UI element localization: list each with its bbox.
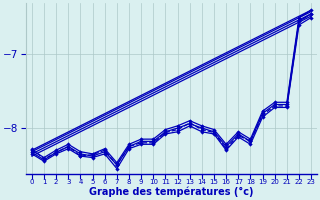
X-axis label: Graphe des températures (°c): Graphe des températures (°c) [89,187,254,197]
